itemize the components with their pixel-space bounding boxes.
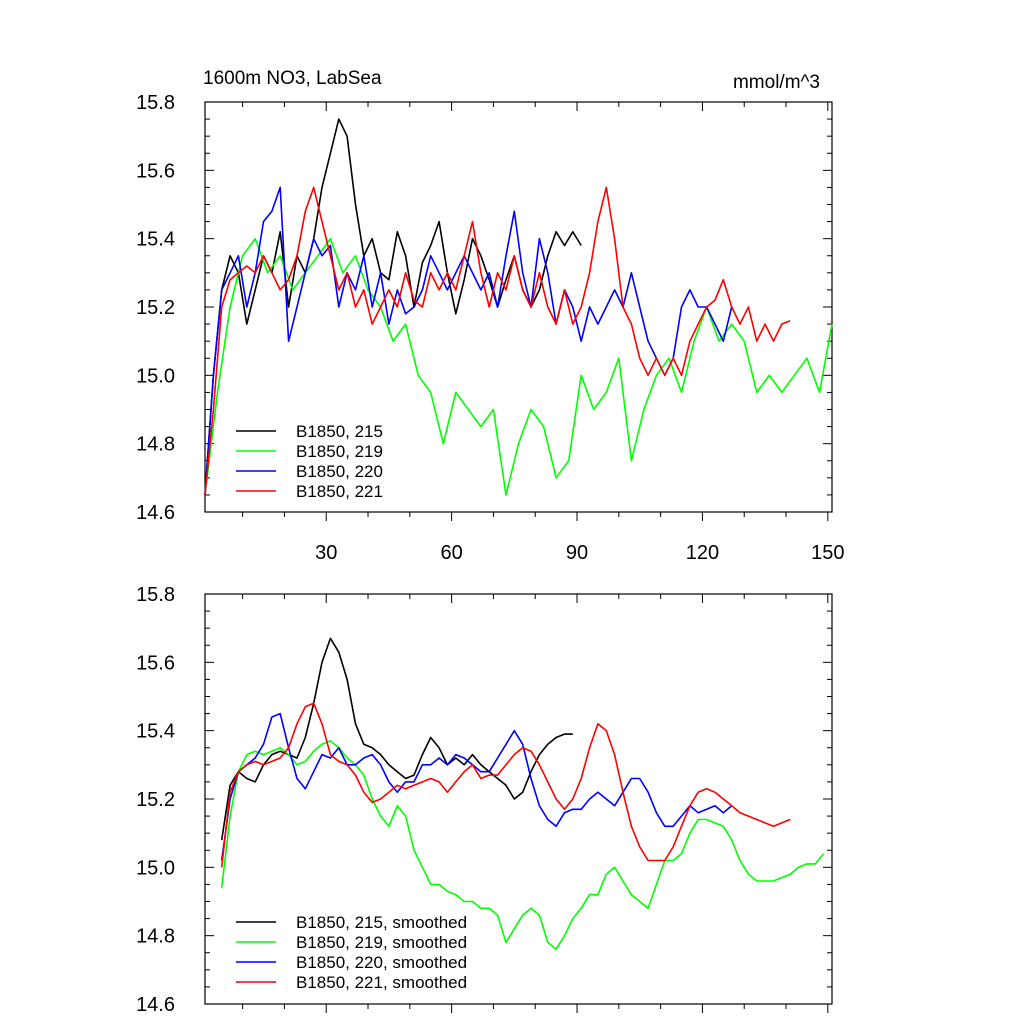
legend-label: B1850, 221 [296, 482, 383, 501]
series-lines [220, 637, 825, 951]
y-tick-label: 15.0 [136, 857, 175, 879]
chart-title: 1600m NO3, LabSea [203, 68, 382, 89]
axis-ticks: 14.6 14.8 15.0 15.2 15.4 15.6 15.8 30 60 90 120 150 [136, 92, 844, 564]
series-line [220, 712, 733, 861]
y-tick-label: 15.4 [136, 721, 175, 743]
y-tick-label: 15.4 [136, 229, 175, 251]
series-line [204, 237, 833, 496]
y-tick-label: 14.6 [136, 502, 175, 524]
x-tick-label: 60 [440, 542, 462, 564]
legend-label: B1850, 219 [296, 442, 383, 461]
y-tick-label: 15.8 [136, 584, 175, 606]
series-line [220, 637, 573, 841]
series-line [220, 702, 791, 868]
y-tick-label: 14.6 [136, 994, 175, 1016]
x-tick-label: 30 [315, 542, 337, 564]
bottom-panel: 14.6 14.8 15.0 15.2 15.4 15.6 15.8 B1850, 215,… [136, 584, 833, 1016]
legend-label: B1850, 219, smoothed [296, 933, 467, 952]
y-tick-label: 15.0 [136, 365, 175, 387]
legend-label: B1850, 221, smoothed [296, 973, 467, 992]
legend-label: B1850, 215 [296, 422, 383, 441]
y-tick-label: 14.8 [136, 434, 175, 456]
top-panel: 1600m NO3, LabSea mmol/m^3 14.614.815.01… [136, 68, 844, 564]
legend-label: B1850, 220 [296, 462, 383, 481]
y-tick-label: 14.8 [136, 926, 175, 948]
y-tick-label: 15.2 [136, 789, 175, 811]
y-tick-label: 15.2 [136, 297, 175, 319]
x-tick-label: 120 [686, 542, 719, 564]
legend-label: B1850, 215, smoothed [296, 913, 467, 932]
x-tick-label: 90 [566, 542, 588, 564]
series-line [204, 186, 791, 495]
legend-label: B1850, 220, smoothed [296, 953, 467, 972]
y-tick-label: 15.8 [136, 92, 175, 114]
y-tick-label: 15.6 [136, 160, 175, 182]
y-tick-label: 15.6 [136, 652, 175, 674]
series-line [204, 186, 733, 495]
series-lines [204, 118, 833, 496]
x-tick-label: 150 [811, 542, 844, 564]
series-line [220, 740, 825, 951]
axis-ticks: 14.6 14.8 15.0 15.2 15.4 15.6 15.8 [136, 584, 832, 1016]
units-label: mmol/m^3 [733, 72, 820, 93]
